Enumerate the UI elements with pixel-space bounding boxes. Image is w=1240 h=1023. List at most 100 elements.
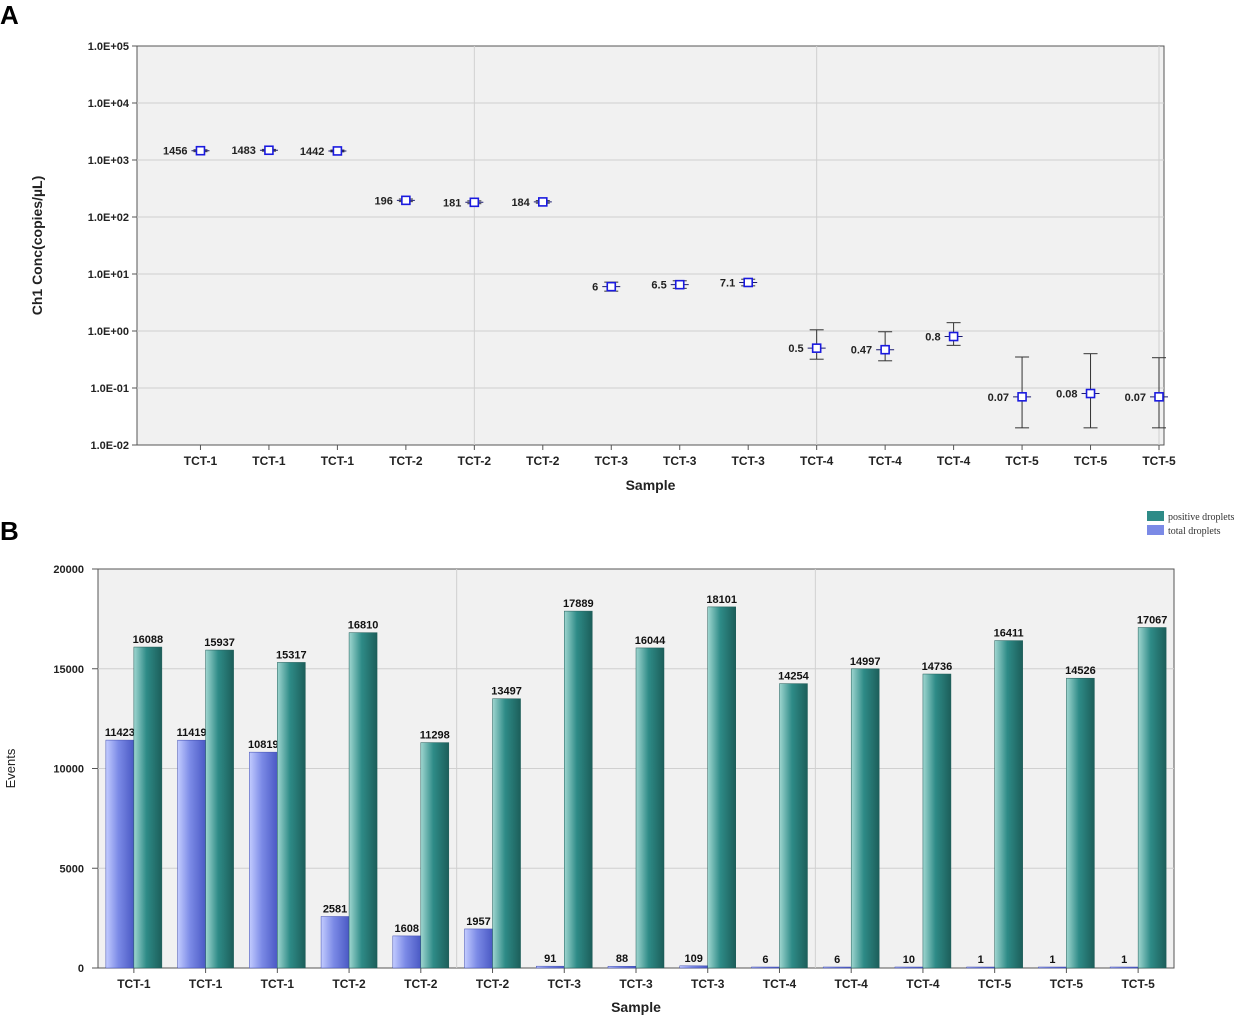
bar-value-label: 17067: [1137, 615, 1168, 627]
bar-value-label: 1957: [466, 916, 490, 928]
x-tick-label: TCT-1: [117, 977, 151, 991]
bar-value-label: 16810: [348, 620, 379, 632]
x-axis-title-a: Sample: [626, 477, 676, 493]
data-point: [1017, 392, 1027, 402]
point-value-label: 1456: [163, 146, 187, 158]
y-axis-title-b: Events: [3, 748, 18, 788]
y-tick-label: 1.0E+01: [88, 269, 129, 281]
point-value-label: 7.1: [720, 277, 735, 289]
bar-total-droplets: [464, 928, 493, 969]
y-tick-label: 5000: [60, 863, 84, 875]
bar-positive-droplets: [133, 646, 163, 969]
data-point: [195, 145, 206, 156]
x-tick-label: TCT-5: [1121, 977, 1155, 991]
point-value-label: 1442: [300, 146, 324, 158]
x-tick-label: TCT-2: [332, 977, 366, 991]
data-point: [743, 277, 754, 288]
bar-positive-droplets: [922, 673, 952, 969]
bar-value-label: 15937: [204, 637, 235, 649]
x-tick-label: TCT-5: [1142, 454, 1176, 468]
bar-value-label: 10819: [248, 739, 279, 751]
legend-swatch: [1147, 525, 1164, 535]
bar-value-label: 16088: [133, 634, 164, 646]
y-tick-label: 1.0E+05: [88, 41, 129, 53]
bar-positive-droplets: [779, 683, 808, 969]
x-tick-label: TCT-5: [1074, 454, 1108, 468]
data-point: [811, 343, 822, 353]
x-tick-label: TCT-4: [800, 454, 834, 468]
y-tick-label: 1.0E+03: [88, 155, 129, 167]
y-tick-label: 10000: [53, 764, 84, 776]
point-value-label: 1483: [231, 145, 255, 157]
bar-value-label: 14997: [850, 656, 881, 668]
x-tick-label: TCT-2: [389, 454, 423, 468]
point-value-label: 0.5: [788, 343, 803, 355]
data-point: [537, 197, 548, 207]
y-tick-label: 1.0E-01: [90, 383, 129, 395]
data-point: [469, 197, 480, 208]
x-tick-label: TCT-3: [548, 977, 582, 991]
bar-positive-droplets: [564, 610, 593, 969]
point-value-label: 6: [592, 282, 598, 294]
bar-value-label: 18101: [706, 594, 737, 606]
bar-positive-droplets: [1066, 677, 1095, 969]
bar-positive-droplets: [1137, 627, 1167, 969]
bar-positive-droplets: [277, 662, 306, 969]
bar-value-label: 11298: [420, 730, 450, 742]
x-tick-label: TCT-2: [404, 977, 438, 991]
y-tick-label: 20000: [53, 564, 84, 576]
data-point: [401, 195, 411, 206]
bar-value-label: 16044: [635, 635, 666, 647]
y-tick-label: 0: [78, 963, 84, 975]
bar-value-label: 11423: [105, 727, 135, 739]
bar-positive-droplets: [348, 632, 378, 969]
data-point: [674, 279, 685, 290]
bar-total-droplets: [822, 966, 852, 969]
bar-value-label: 1: [978, 954, 984, 966]
point-value-label: 196: [375, 195, 393, 207]
data-point: [948, 331, 959, 342]
bar-total-droplets: [249, 751, 278, 969]
data-point: [606, 281, 617, 292]
point-value-label: 6.5: [651, 280, 666, 292]
bar-positive-droplets: [994, 640, 1023, 969]
x-tick-label: TCT-3: [691, 977, 725, 991]
y-tick-label: 15000: [53, 664, 84, 676]
data-point: [1085, 388, 1096, 399]
bar-total-droplets: [177, 739, 206, 969]
panel-label-a: A: [0, 0, 19, 30]
bar-total-droplets: [679, 965, 708, 969]
x-tick-label: TCT-4: [835, 977, 869, 991]
bar-value-label: 91: [544, 953, 556, 965]
legend-label: total droplets: [1168, 526, 1221, 537]
bar-total-droplets: [1038, 966, 1067, 969]
bar-positive-droplets: [492, 698, 521, 969]
bar-positive-droplets: [635, 647, 665, 969]
x-tick-label: TCT-1: [189, 977, 223, 991]
x-tick-label: TCT-3: [732, 454, 766, 468]
bar-total-droplets: [966, 966, 995, 969]
y-tick-label: 1.0E+04: [88, 98, 130, 110]
point-value-label: 0.08: [1056, 389, 1077, 401]
bar-value-label: 6: [834, 954, 840, 966]
bar-total-droplets: [536, 965, 565, 969]
bar-value-label: 2581: [323, 904, 347, 916]
plot-area-a: [136, 45, 1165, 446]
x-tick-label: TCT-2: [526, 454, 560, 468]
bar-total-droplets: [1109, 966, 1139, 969]
x-axis-title-b: Sample: [611, 999, 661, 1015]
x-tick-label: TCT-4: [906, 977, 940, 991]
data-point: [1154, 392, 1164, 402]
x-tick-label: TCT-1: [321, 454, 355, 468]
bar-positive-droplets: [205, 649, 234, 969]
point-value-label: 181: [443, 197, 461, 209]
bar-positive-droplets: [420, 742, 450, 969]
bar-value-label: 1608: [395, 923, 419, 935]
data-point: [880, 344, 890, 355]
point-value-label: 184: [511, 197, 530, 209]
legend-label: positive droplets: [1168, 512, 1234, 523]
bar-value-label: 1: [1121, 954, 1127, 966]
bar-total-droplets: [607, 965, 637, 969]
bar-positive-droplets: [707, 606, 736, 969]
legend-swatch: [1147, 511, 1164, 521]
